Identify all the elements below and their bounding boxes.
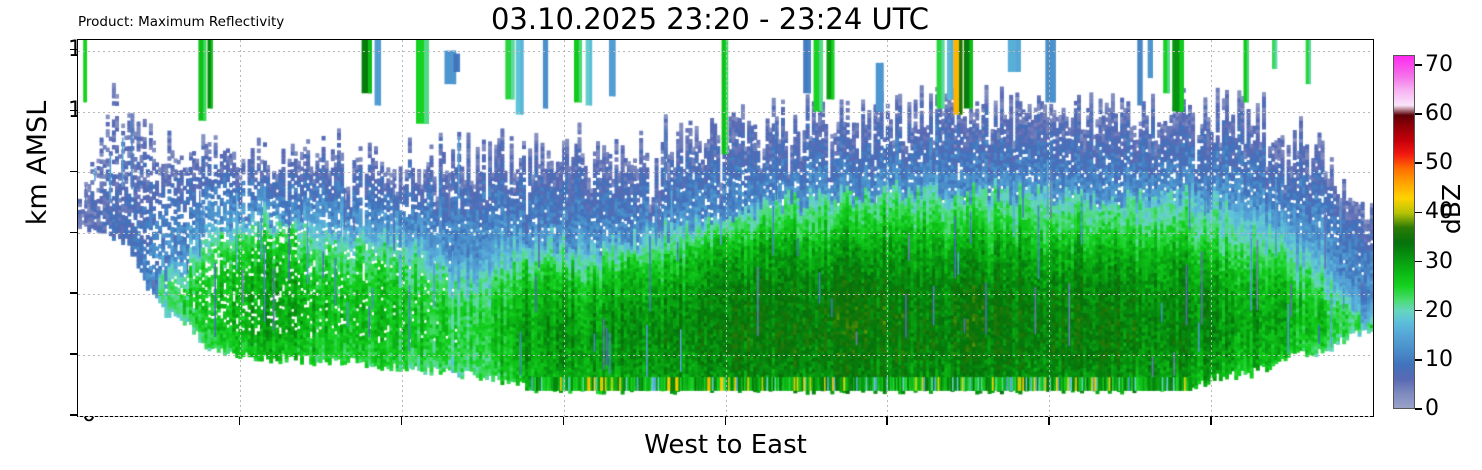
y-tick-mark: [70, 414, 77, 416]
colorbar-tick-mark: [1415, 113, 1422, 115]
y-tick-mark: [70, 231, 77, 234]
colorbar-tick-mark: [1415, 64, 1422, 66]
colorbar-tick-label: 20: [1425, 297, 1453, 323]
page-title: 03.10.2025 23:20 - 23:24 UTC: [490, 2, 930, 36]
colorbar: [1393, 55, 1415, 409]
x-tick-mark: [1048, 417, 1050, 425]
y-tick-mark: [70, 292, 77, 294]
reflectivity-heatmap: [78, 40, 1373, 416]
colorbar-tick-mark: [1415, 359, 1422, 361]
x-tick-mark: [238, 417, 241, 425]
colorbar-tick-label: 0: [1425, 396, 1439, 421]
colorbar-tick-mark: [1415, 211, 1422, 214]
x-tick-mark: [1210, 417, 1212, 425]
colorbar-tick-mark: [1415, 408, 1422, 410]
colorbar-title: dBZ: [1437, 183, 1466, 235]
y-tick-mark: [70, 109, 77, 112]
x-axis-label: West to East: [644, 430, 807, 460]
colorbar-tick-label: 70: [1425, 51, 1453, 77]
y-tick-mark: [70, 48, 77, 51]
colorbar-tick-label: 60: [1425, 101, 1453, 126]
colorbar-tick-label: 40: [1425, 199, 1453, 225]
colorbar-tick-mark: [1415, 260, 1422, 263]
colorbar-tick-label: 50: [1425, 150, 1453, 176]
x-tick-mark: [724, 417, 727, 425]
colorbar-tick-mark: [1415, 162, 1422, 164]
y-tick-mark: [70, 170, 77, 173]
colorbar-tick-label: 30: [1425, 248, 1453, 274]
x-tick-mark: [562, 417, 565, 425]
x-tick-mark: [886, 417, 888, 425]
colorbar-tick-label: 10: [1425, 346, 1453, 372]
y-axis-label: km AMSL: [22, 100, 53, 226]
colorbar-tick-mark: [1415, 309, 1422, 312]
colorbar-gradient: [1394, 56, 1414, 408]
x-tick-mark: [400, 417, 403, 425]
y-tick-mark: [70, 353, 77, 355]
plot-area: [77, 39, 1374, 417]
product-label: Product: Maximum Reflectivity: [78, 14, 285, 30]
